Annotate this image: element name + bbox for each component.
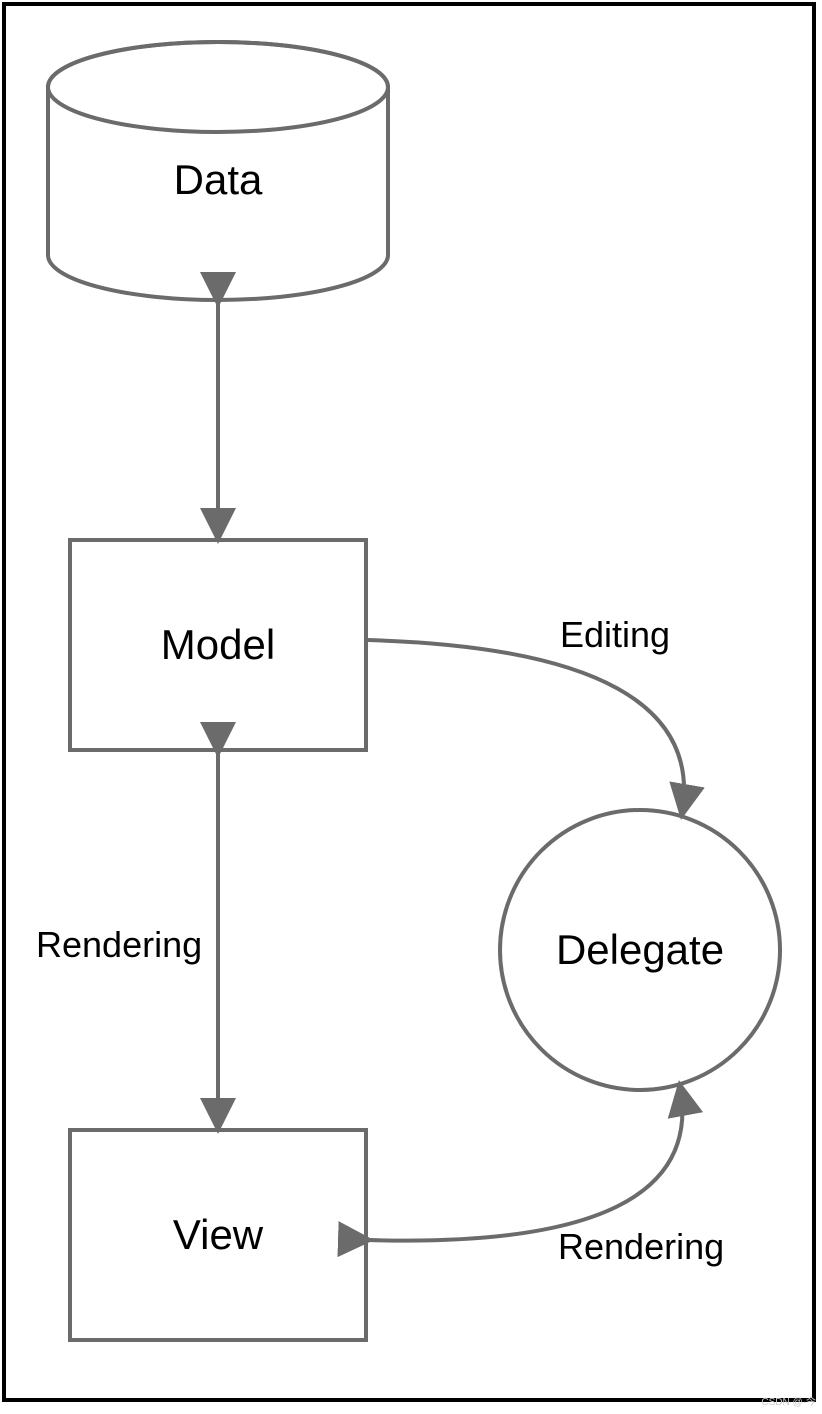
label-delegate: Delegate xyxy=(500,880,780,1020)
label-editing: Editing xyxy=(560,614,670,656)
edge-view-delegate xyxy=(368,1086,682,1241)
edge-model-delegate xyxy=(368,640,684,814)
label-rendering-left: Rendering xyxy=(36,924,202,966)
watermark: CSDN @·今 xyxy=(761,1393,816,1408)
label-model: Model xyxy=(70,540,366,750)
label-data: Data xyxy=(48,130,388,230)
label-view: View xyxy=(70,1130,366,1340)
label-rendering-right: Rendering xyxy=(558,1226,724,1268)
